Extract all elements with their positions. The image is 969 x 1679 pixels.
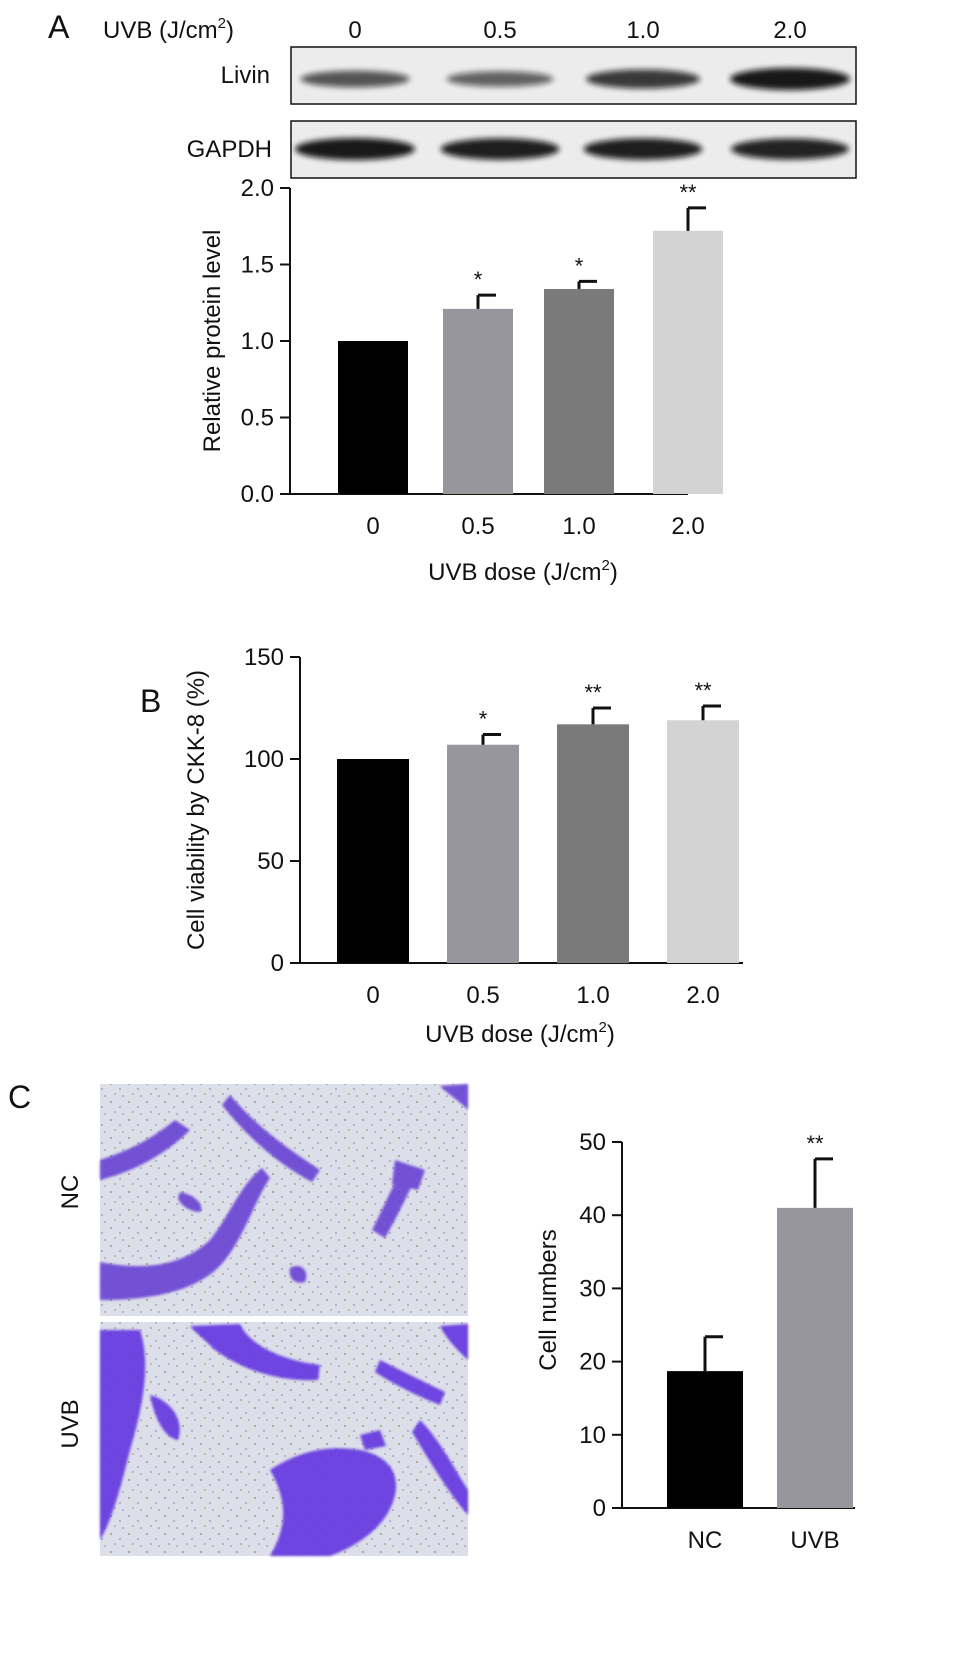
chart-c-ylabel: Cell numbers [535, 1229, 562, 1370]
bar [653, 230, 723, 494]
panel-c-label: C [8, 1079, 31, 1115]
x-tick-label: 0 [366, 982, 379, 1009]
significance-mark: * [474, 267, 483, 292]
blot-band [583, 138, 703, 160]
x-tick-label: 1.0 [576, 982, 609, 1009]
bar [447, 744, 519, 963]
western-blot: UVB (J/cm2) 0 0.5 1.0 2.0 Livin GAPDH [103, 15, 857, 179]
blot-band [730, 68, 850, 90]
y-tick-label: 0.0 [241, 481, 274, 508]
micrograph-label-nc: NC [57, 1175, 84, 1210]
significance-mark: ** [584, 680, 602, 705]
blot-band [586, 69, 700, 89]
blot-band [300, 70, 410, 88]
bar [777, 1207, 853, 1508]
significance-mark: ** [694, 678, 712, 703]
x-tick-label: 0 [366, 513, 379, 540]
blot-dose-label: 2.0 [773, 17, 806, 44]
y-tick-label: 10 [579, 1422, 606, 1449]
significance-mark: * [479, 707, 488, 732]
chart-b-xlabel: UVB dose (J/cm2) [425, 1019, 615, 1048]
bar [557, 724, 629, 963]
bar [338, 341, 408, 494]
y-tick-label: 50 [257, 848, 284, 875]
y-tick-label: 20 [579, 1349, 606, 1376]
y-tick-label: 1.5 [241, 252, 274, 279]
x-tick-label: 1.0 [562, 513, 595, 540]
chart-c: Cell numbers 0 10 20 30 40 50 NC ** UVB [535, 1129, 855, 1554]
y-tick-label: 100 [244, 746, 284, 773]
y-tick-label: 50 [579, 1129, 606, 1156]
chart-a: Relative protein level UVB dose (J/cm2) … [199, 175, 723, 586]
x-tick-label: 0.5 [466, 982, 499, 1009]
micrograph-uvb [100, 1322, 468, 1556]
y-tick-label: 150 [244, 644, 284, 671]
blot-header: UVB (J/cm2) [103, 15, 234, 44]
bar [337, 759, 409, 963]
livin-bands [300, 68, 850, 90]
chart-a-ylabel: Relative protein level [199, 230, 226, 453]
y-tick-label: 0 [271, 950, 284, 977]
micrographs: NC UVB [57, 1084, 468, 1556]
y-tick-label: 40 [579, 1202, 606, 1229]
significance-mark: ** [806, 1131, 824, 1156]
y-tick-label: 2.0 [241, 175, 274, 202]
blot-dose-label: 1.0 [626, 17, 659, 44]
blot-dose-label: 0.5 [483, 17, 516, 44]
bar [667, 720, 739, 963]
bar [443, 308, 513, 494]
micrograph-nc [100, 1084, 468, 1316]
panel-a-label: A [48, 9, 70, 45]
y-tick-label: 1.0 [241, 328, 274, 355]
blot-row-label-gapdh: GAPDH [187, 136, 272, 163]
blot-band [730, 138, 850, 160]
x-tick-label: 0.5 [461, 513, 494, 540]
chart-b: Cell viability by CKK-8 (%) UVB dose (J/… [183, 644, 743, 1048]
chart-b-ylabel: Cell viability by CKK-8 (%) [183, 670, 210, 950]
blot-band [446, 71, 554, 87]
blot-band [440, 138, 560, 160]
chart-a-xlabel: UVB dose (J/cm2) [428, 557, 618, 586]
bar [544, 288, 614, 494]
panel-b-label: B [140, 683, 161, 719]
y-tick-label: 0 [593, 1495, 606, 1522]
bar [667, 1371, 743, 1508]
significance-mark: ** [679, 180, 697, 205]
y-tick-label: 0.5 [241, 405, 274, 432]
blot-dose-label: 0 [348, 17, 361, 44]
micrograph-label-uvb: UVB [57, 1399, 84, 1448]
y-tick-label: 30 [579, 1275, 606, 1302]
blot-band [295, 138, 415, 160]
x-tick-label: UVB [790, 1527, 839, 1554]
x-tick-label: 2.0 [671, 513, 704, 540]
blot-row-label-livin: Livin [221, 62, 270, 89]
significance-mark: * [575, 253, 584, 278]
gapdh-bands [295, 138, 850, 160]
x-tick-label: NC [688, 1527, 723, 1554]
x-tick-label: 2.0 [686, 982, 719, 1009]
